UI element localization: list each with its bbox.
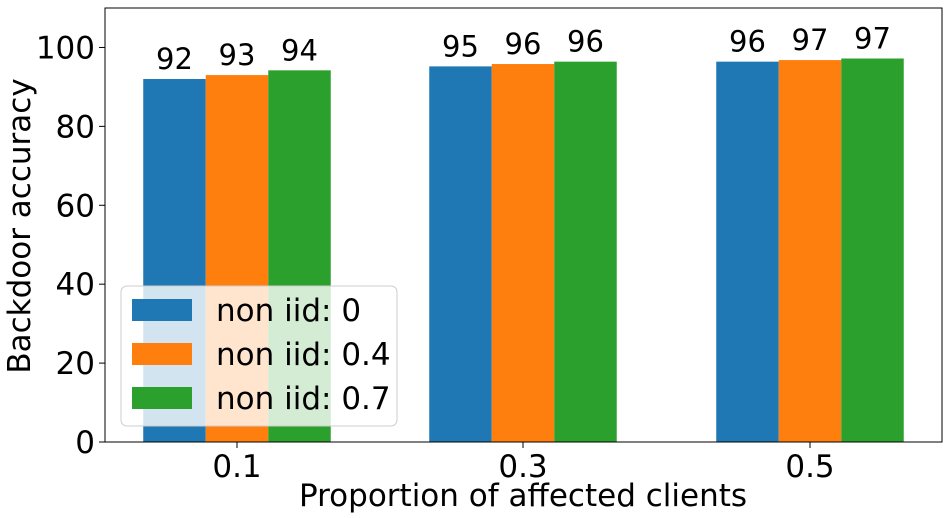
bar-series-1-cat-2 <box>778 60 842 443</box>
data-label-series-1-cat-0: 93 <box>219 38 256 72</box>
legend-label-0: non iid: 0 <box>216 293 361 329</box>
legend-label-1: non iid: 0.4 <box>216 337 391 373</box>
legend: non iid: 0 non iid: 0.4 non iid: 0.7 <box>120 285 398 427</box>
y-tick-label-4: 80 <box>56 109 95 145</box>
x-tick-label-2: 0.5 <box>785 449 834 485</box>
bar-series-1-cat-1 <box>491 64 555 442</box>
y-axis-label: Backdoor accuracy <box>2 78 38 373</box>
x-tick-label-1: 0.3 <box>498 449 547 485</box>
legend-label-2: non iid: 0.7 <box>216 381 391 417</box>
data-labels-layer: 92 95 96 93 96 97 94 96 97 <box>156 22 891 77</box>
y-tick-label-1: 20 <box>56 346 95 382</box>
x-axis-label: Proportion of affected clients <box>299 478 747 514</box>
y-tick-label-5: 100 <box>36 30 95 66</box>
bars-layer <box>143 58 904 443</box>
bar-series-0-cat-1 <box>429 66 492 442</box>
data-label-series-1-cat-2: 97 <box>792 23 829 57</box>
data-label-series-0-cat-1: 95 <box>442 29 479 63</box>
y-tick-label-0: 0 <box>75 425 95 461</box>
y-tick-label-3: 60 <box>56 188 95 224</box>
data-label-series-0-cat-0: 92 <box>156 42 193 76</box>
legend-swatch-1 <box>132 343 192 365</box>
x-axis: 0.1 0.3 0.5 <box>212 442 835 485</box>
data-label-series-1-cat-1: 96 <box>505 27 542 61</box>
x-tick-label-0: 0.1 <box>212 449 261 485</box>
legend-swatch-2 <box>132 387 192 409</box>
legend-swatch-0 <box>132 299 192 321</box>
y-tick-label-2: 40 <box>56 267 95 303</box>
y-axis: 0 20 40 60 80 100 <box>36 30 105 461</box>
bar-series-2-cat-2 <box>841 58 904 442</box>
data-label-series-2-cat-1: 96 <box>567 25 604 59</box>
bar-series-0-cat-2 <box>716 61 779 443</box>
data-label-series-0-cat-2: 96 <box>729 25 766 59</box>
data-label-series-2-cat-0: 94 <box>281 33 318 67</box>
bar-series-2-cat-1 <box>554 61 617 443</box>
data-label-series-2-cat-2: 97 <box>854 22 891 56</box>
